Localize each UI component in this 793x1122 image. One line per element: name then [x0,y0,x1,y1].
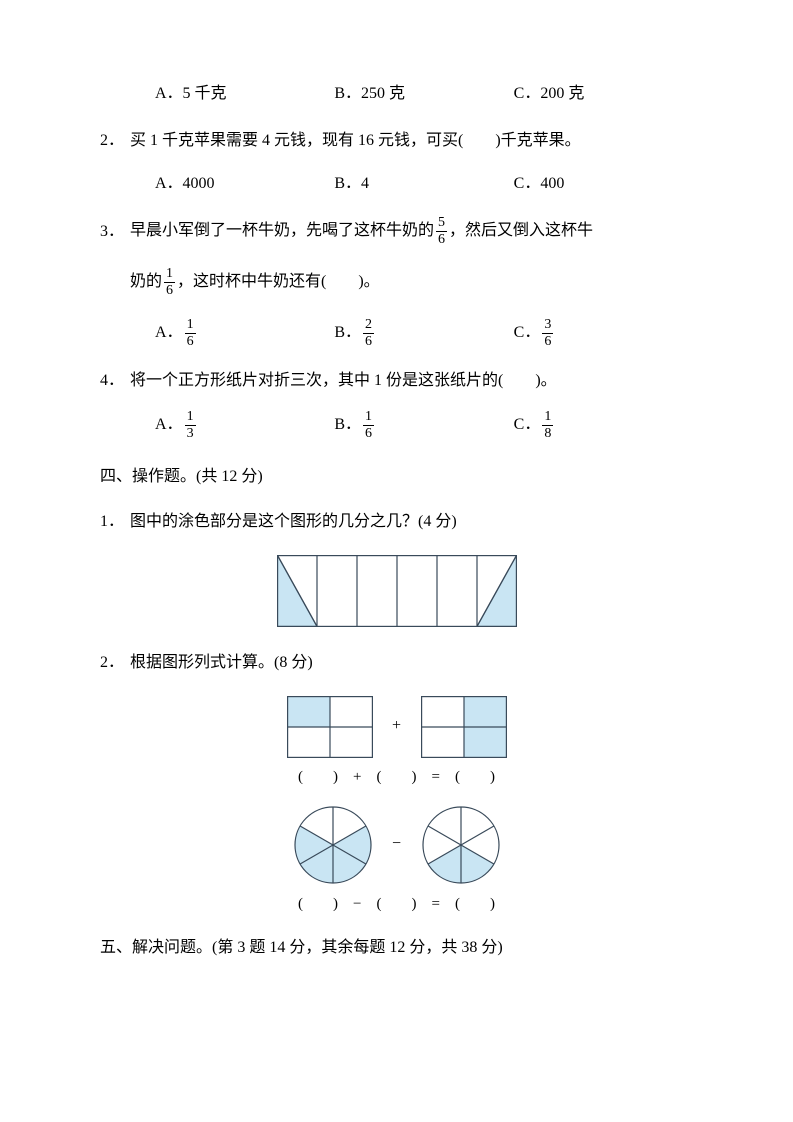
sec4-q1-text: 图中的涂色部分是这个图形的几分之几？(4 分) [130,508,693,537]
q2-opt-a: A．4000 [155,170,334,199]
q3-options: A． 16 B． 26 C． 36 [100,318,693,349]
q4-a-frac: 13 [185,410,196,441]
q1-opt-c: C．200 克 [514,80,693,109]
q2: 2． 买 1 千克苹果需要 4 元钱，现有 16 元钱，可买( )千克苹果。 [100,127,693,156]
q3-t2a: 奶的 [130,274,162,291]
q4-options: A． 13 B． 16 C． 18 [100,410,693,441]
q1-options: A．5 千克 B．250 克 C．200 克 [100,80,693,109]
q3-num: 3． [100,218,130,247]
sec5-head: 五、解决问题。(第 3 题 14 分，其余每题 12 分，共 38 分) [100,934,693,963]
q3-opt-c: C． 36 [514,318,693,349]
q3-opt-a: A． 16 [155,318,334,349]
sec4-q2-squares-wrap: + [100,696,693,758]
sec4-q2-square-left [287,696,373,758]
sec4-q1: 1． 图中的涂色部分是这个图形的几分之几？(4 分) [100,508,693,537]
q3-b-frac: 26 [363,318,374,349]
sec4-q2-circle-left [293,805,373,885]
q4-c-frac: 18 [542,410,553,441]
sec4-q2-text: 根据图形列式计算。(8 分) [130,649,693,678]
sec4-q2-circle-right [421,805,501,885]
q2-num: 2． [100,127,130,156]
q3-a-frac: 16 [185,318,196,349]
minus-sign: − [377,830,417,859]
q3-frac2: 16 [164,267,175,298]
sec4-head: 四、操作题。(共 12 分) [100,463,693,492]
q1-opt-b: B．250 克 [334,80,513,109]
sec4-q1-num: 1． [100,508,130,537]
q3-cont: 奶的16，这时杯中牛奶还有( )。 [100,267,693,298]
plus-sign: + [377,712,417,741]
q3-opt-b: B． 26 [334,318,513,349]
q2-opt-b: B．4 [334,170,513,199]
q3-text1: 早晨小军倒了一杯牛奶，先喝了这杯牛奶的56，然后又倒入这杯牛 [130,216,693,247]
sec4-q2-num: 2． [100,649,130,678]
sec4-q2-eq1: ( ) + ( ) = ( ) [100,764,693,791]
q2-options: A．4000 B．4 C．400 [100,170,693,199]
sec4-q2-square-right [421,696,507,758]
q3-t2b: ，这时杯中牛奶还有( )。 [177,274,380,291]
q3: 3． 早晨小军倒了一杯牛奶，先喝了这杯牛奶的56，然后又倒入这杯牛 [100,216,693,247]
q4-num: 4． [100,367,130,396]
q3-c-frac: 36 [542,318,553,349]
q3-frac1: 56 [436,216,447,247]
q4-text: 将一个正方形纸片对折三次，其中 1 份是这张纸片的( )。 [130,367,693,396]
q2-text: 买 1 千克苹果需要 4 元钱，现有 16 元钱，可买( )千克苹果。 [130,127,693,156]
q4-opt-c: C． 18 [514,410,693,441]
q1-opt-a: A．5 千克 [155,80,334,109]
q3-t1b: ，然后又倒入这杯牛 [449,223,593,240]
q2-opt-c: C．400 [514,170,693,199]
sec4-q2: 2． 根据图形列式计算。(8 分) [100,649,693,678]
q4-opt-a: A． 13 [155,410,334,441]
q4: 4． 将一个正方形纸片对折三次，其中 1 份是这张纸片的( )。 [100,367,693,396]
sec4-q2-circles-wrap: − [100,805,693,885]
sec4-q1-figure-wrap [100,555,693,627]
q4-opt-b: B． 16 [334,410,513,441]
q3-t1a: 早晨小军倒了一杯牛奶，先喝了这杯牛奶的 [130,223,434,240]
sec4-q2-eq2: ( ) − ( ) = ( ) [100,891,693,918]
sec4-q1-figure [277,555,517,627]
q4-b-frac: 16 [363,410,374,441]
